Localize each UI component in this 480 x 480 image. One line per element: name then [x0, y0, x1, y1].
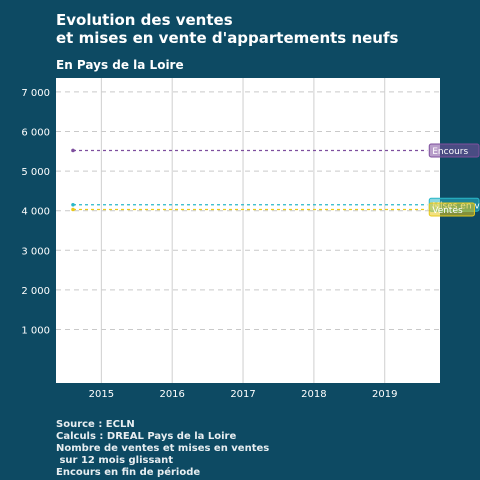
y-tick-label: 4 000 [21, 207, 50, 218]
series-point [71, 207, 75, 212]
x-tick-label: 2017 [230, 389, 255, 400]
y-tick-label: 7 000 [21, 88, 50, 99]
chart-title-line-1: Evolution des ventes [56, 11, 233, 29]
caption-glissant: sur 12 mois glissant [56, 455, 174, 466]
series-point [71, 148, 75, 153]
chart-title-line-2: et mises en vente d'appartements neufs [56, 29, 399, 47]
chart-subtitle: En Pays de la Loire [56, 58, 184, 72]
series-end-label-box [428, 202, 475, 217]
y-tick-label: 6 000 [21, 127, 50, 138]
caption-nombre: Nombre de ventes et mises en ventes [56, 443, 270, 454]
y-tick-label: 3 000 [21, 246, 50, 257]
caption-encours: Encours en fin de période [56, 467, 201, 478]
y-tick-label: 2 000 [21, 286, 50, 297]
x-tick-label: 2018 [301, 389, 326, 400]
chart-caption: Source : ECLN Calculs : DREAL Pays de la… [56, 419, 269, 479]
series-end-label-text: Ventes [432, 206, 463, 216]
series-end-label: Encours [428, 143, 480, 158]
x-tick-label: 2016 [159, 389, 184, 400]
series-point [71, 202, 75, 207]
x-tick-label: 2019 [372, 389, 397, 400]
series-end-label-box [428, 143, 480, 158]
chart-title: Evolution des ventes et mises en vente d… [56, 11, 398, 47]
y-tick-label: 5 000 [21, 167, 50, 178]
caption-calculs: Calculs : DREAL Pays de la Loire [56, 431, 237, 442]
x-tick-label: 2015 [89, 389, 114, 400]
plot-background [56, 78, 440, 383]
series-end-label-text: Encours [432, 147, 468, 157]
caption-source: Source : ECLN [56, 419, 135, 430]
series-end-label: Ventes [428, 202, 475, 217]
y-tick-label: 1 000 [21, 326, 50, 337]
